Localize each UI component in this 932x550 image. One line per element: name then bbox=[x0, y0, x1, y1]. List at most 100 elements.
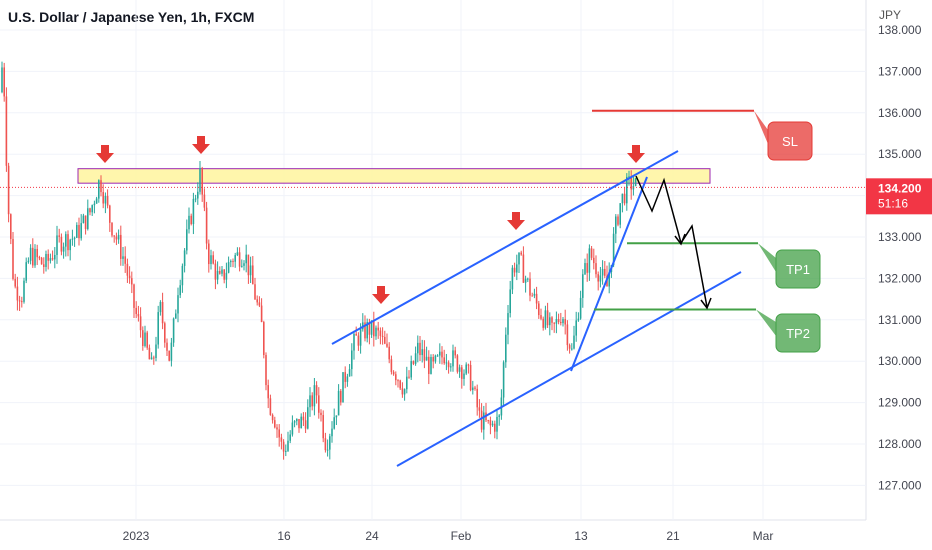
candle-body bbox=[36, 248, 38, 258]
sl-pointer bbox=[754, 110, 768, 144]
candle-body bbox=[397, 380, 399, 382]
candle-body bbox=[137, 313, 140, 317]
candle-body bbox=[102, 192, 104, 204]
x-tick-label: 21 bbox=[666, 529, 680, 543]
candle-body bbox=[403, 389, 406, 395]
candle-body bbox=[344, 372, 346, 382]
candle-body bbox=[401, 388, 404, 395]
candle-body bbox=[469, 365, 472, 391]
candle-body bbox=[520, 252, 522, 255]
candle-body bbox=[285, 450, 287, 452]
candle-body bbox=[395, 374, 397, 381]
candle-body bbox=[571, 348, 573, 350]
candle-body bbox=[289, 434, 291, 441]
candle-body bbox=[549, 317, 551, 326]
candle-body bbox=[293, 421, 296, 423]
candle-body bbox=[27, 260, 30, 263]
candle-body bbox=[498, 415, 500, 417]
candle-body bbox=[1, 67, 3, 93]
y-tick-label: 138.000 bbox=[878, 23, 922, 37]
candle-body bbox=[355, 333, 357, 336]
candle-body bbox=[252, 265, 254, 285]
channel-line bbox=[331, 150, 679, 345]
candle-body bbox=[432, 356, 434, 362]
candle-body bbox=[212, 255, 214, 264]
candle-body bbox=[287, 440, 289, 451]
down-arrow-marker bbox=[627, 145, 645, 163]
candle-body bbox=[441, 351, 443, 358]
candle-body bbox=[434, 355, 437, 362]
candle-body bbox=[560, 321, 562, 324]
candle-body bbox=[291, 422, 294, 435]
candle-body bbox=[593, 257, 595, 264]
candle-body bbox=[551, 317, 553, 323]
candle-body bbox=[307, 407, 309, 429]
currency-label: JPY bbox=[879, 8, 902, 22]
candle-body bbox=[428, 356, 430, 374]
candle-body bbox=[463, 373, 465, 379]
candle-body bbox=[276, 427, 278, 430]
candle-body bbox=[320, 412, 322, 416]
candle-body bbox=[78, 224, 80, 239]
candle-body bbox=[10, 214, 12, 239]
candle-body bbox=[43, 264, 45, 267]
bar-countdown: 51:16 bbox=[878, 196, 908, 210]
candle-body bbox=[29, 247, 32, 261]
y-tick-label: 132.000 bbox=[878, 271, 922, 285]
candle-body bbox=[452, 350, 454, 367]
tp2-pointer bbox=[756, 309, 776, 336]
candle-body bbox=[133, 284, 135, 308]
resistance-zone bbox=[77, 168, 711, 184]
candle-body bbox=[122, 256, 124, 259]
channel-line bbox=[570, 176, 648, 372]
down-arrow-marker bbox=[507, 212, 525, 230]
candle-body bbox=[359, 329, 362, 346]
candle-body bbox=[544, 310, 547, 328]
candle-body bbox=[100, 180, 102, 193]
candle-body bbox=[311, 395, 313, 407]
candle-body bbox=[628, 176, 630, 178]
candle-body bbox=[115, 236, 118, 240]
candle-body bbox=[491, 423, 494, 426]
candle-body bbox=[555, 319, 558, 324]
candle-body bbox=[274, 420, 276, 428]
tp2-label-box bbox=[775, 313, 821, 353]
candle-body bbox=[131, 278, 133, 285]
candle-body bbox=[155, 344, 157, 359]
candle-body bbox=[65, 234, 67, 247]
candle-body bbox=[439, 351, 441, 356]
candle-body bbox=[104, 195, 107, 204]
candle-body bbox=[573, 335, 575, 349]
candle-body bbox=[538, 303, 540, 316]
candle-body bbox=[25, 262, 27, 281]
candle-body bbox=[309, 395, 311, 408]
candle-body bbox=[263, 322, 265, 355]
candle-body bbox=[392, 371, 395, 375]
candle-body bbox=[333, 417, 335, 429]
candle-body bbox=[340, 390, 342, 403]
candle-body bbox=[124, 256, 126, 264]
candle-body bbox=[161, 302, 164, 324]
candle-body bbox=[406, 376, 408, 390]
candle-body bbox=[522, 254, 525, 283]
candle-body bbox=[82, 215, 85, 224]
candle-body bbox=[117, 234, 120, 240]
candle-body bbox=[480, 410, 483, 430]
candle-body bbox=[621, 193, 624, 204]
candle-body bbox=[511, 267, 514, 290]
candle-body bbox=[342, 372, 344, 403]
candle-body bbox=[615, 216, 617, 234]
candle-body bbox=[12, 238, 14, 279]
candle-body bbox=[208, 243, 210, 265]
candle-body bbox=[577, 318, 580, 321]
candle-body bbox=[318, 395, 320, 413]
candle-body bbox=[170, 342, 173, 361]
candle-body bbox=[62, 246, 65, 252]
candle-body bbox=[542, 318, 544, 328]
candle-body bbox=[474, 387, 476, 389]
candle-body bbox=[135, 307, 137, 314]
candle-body bbox=[113, 235, 115, 237]
candle-body bbox=[267, 385, 269, 399]
candle-body bbox=[302, 416, 305, 421]
